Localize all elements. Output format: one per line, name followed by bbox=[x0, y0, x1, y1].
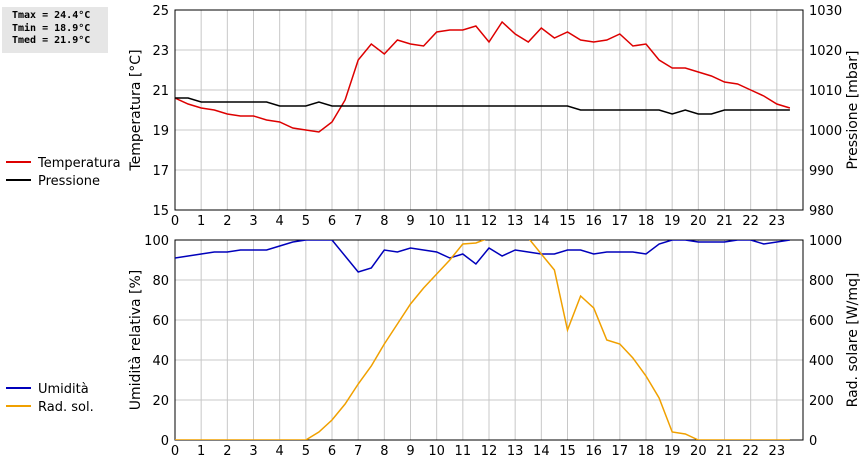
series-line-temperatura bbox=[175, 20, 791, 133]
y-left-tick-label: 0 bbox=[161, 434, 169, 449]
x-tick-label: 16 bbox=[585, 444, 602, 459]
x-tick-label: 7 bbox=[354, 214, 362, 229]
x-tick-label: 14 bbox=[533, 444, 550, 459]
x-tick-label: 5 bbox=[302, 214, 310, 229]
series-line-pressione bbox=[175, 97, 790, 115]
x-tick-label: 1 bbox=[197, 444, 205, 459]
x-tick-label: 14 bbox=[533, 214, 550, 229]
tmax-label: Tmax = 24.4°C bbox=[12, 10, 91, 21]
x-tick-label: 17 bbox=[612, 444, 629, 459]
y-left-tick-label: 21 bbox=[152, 84, 169, 99]
x-tick-label: 10 bbox=[428, 444, 445, 459]
chart-panel-2: 0 1 2 3 4 5 6 7 8 9 10 11 12 13 14 15 16 17 18 19 20 21 22 2302… bbox=[6, 234, 860, 459]
y-right-axis-label: Pressione [mbar] bbox=[845, 50, 860, 169]
legend-label: Umidità bbox=[38, 382, 89, 397]
x-tick-label: 5 bbox=[302, 444, 310, 459]
x-tick-label: 15 bbox=[559, 214, 576, 229]
x-tick-label: 19 bbox=[664, 444, 681, 459]
y-right-tick-label: 1030 bbox=[809, 4, 842, 19]
y-right-tick-label: 400 bbox=[809, 354, 834, 369]
x-tick-label: 9 bbox=[406, 214, 414, 229]
y-left-tick-label: 60 bbox=[152, 314, 169, 329]
x-tick-label: 18 bbox=[638, 444, 655, 459]
y-left-tick-label: 23 bbox=[152, 44, 169, 59]
x-tick-label: 2 bbox=[223, 214, 231, 229]
x-tick-label: 23 bbox=[769, 444, 786, 459]
y-left-tick-label: 19 bbox=[152, 124, 169, 139]
y-right-tick-label: 1000 bbox=[809, 234, 842, 249]
x-tick-label: 4 bbox=[276, 444, 284, 459]
x-tick-label: 23 bbox=[769, 214, 786, 229]
x-tick-label: 20 bbox=[690, 444, 707, 459]
x-tick-label: 13 bbox=[507, 444, 524, 459]
x-tick-label: 9 bbox=[406, 444, 414, 459]
chart-panel-1: 0 1 2 3 4 5 6 7 8 9 10 11 12 13 14 15 16 17 18 19 20 21 22 2315… bbox=[6, 4, 860, 229]
x-tick-label: 11 bbox=[455, 444, 472, 459]
y-left-tick-label: 40 bbox=[152, 354, 169, 369]
y-right-tick-label: 800 bbox=[809, 274, 834, 289]
x-tick-label: 18 bbox=[638, 214, 655, 229]
x-tick-label: 17 bbox=[612, 214, 629, 229]
x-tick-label: 0 bbox=[171, 444, 179, 459]
x-tick-label: 11 bbox=[455, 214, 472, 229]
x-tick-label: 8 bbox=[380, 214, 388, 229]
series-line-umidit bbox=[175, 240, 791, 273]
tmin-label: Tmin = 18.9°C bbox=[12, 22, 91, 34]
x-tick-label: 12 bbox=[481, 214, 498, 229]
stats-box: Tmax = 24.4°C Tmin = 18.9°C Tmed = 21.9°… bbox=[2, 7, 108, 53]
legend-label: Temperatura bbox=[37, 156, 121, 171]
x-tick-label: 6 bbox=[328, 214, 336, 229]
x-tick-label: 13 bbox=[507, 214, 524, 229]
y-right-tick-label: 1000 bbox=[809, 124, 842, 139]
y-right-tick-label: 1010 bbox=[809, 84, 842, 99]
y-left-tick-label: 17 bbox=[152, 164, 169, 179]
x-tick-label: 3 bbox=[249, 444, 257, 459]
y-left-axis-label: Umidità relativa [%] bbox=[128, 270, 144, 411]
y-right-tick-label: 200 bbox=[809, 394, 834, 409]
x-tick-label: 21 bbox=[716, 444, 733, 459]
tmed-label: Tmed = 21.9°C bbox=[12, 35, 91, 47]
x-tick-label: 22 bbox=[742, 444, 759, 459]
y-left-axis-label: Temperatura [°C] bbox=[128, 49, 144, 171]
y-right-tick-label: 990 bbox=[809, 164, 834, 179]
x-tick-label: 20 bbox=[690, 214, 707, 229]
x-tick-label: 16 bbox=[585, 214, 602, 229]
y-left-tick-label: 25 bbox=[152, 4, 169, 19]
x-tick-label: 8 bbox=[380, 444, 388, 459]
x-tick-label: 21 bbox=[716, 214, 733, 229]
y-right-axis-label: Rad. solare [W/mq] bbox=[845, 273, 860, 408]
y-left-tick-label: 80 bbox=[152, 274, 169, 289]
x-tick-label: 7 bbox=[354, 444, 362, 459]
y-right-tick-label: 600 bbox=[809, 314, 834, 329]
y-right-tick-label: 980 bbox=[809, 204, 834, 219]
plot-frame bbox=[174, 9, 804, 211]
x-tick-label: 4 bbox=[276, 214, 284, 229]
x-tick-label: 2 bbox=[223, 444, 231, 459]
x-tick-label: 15 bbox=[559, 444, 576, 459]
x-tick-label: 10 bbox=[428, 214, 445, 229]
legend-label: Pressione bbox=[38, 174, 100, 189]
x-tick-label: 22 bbox=[742, 214, 759, 229]
y-left-tick-label: 20 bbox=[152, 394, 169, 409]
legend-label: Rad. sol. bbox=[38, 400, 94, 415]
y-right-tick-label: 1020 bbox=[809, 44, 842, 59]
y-left-tick-label: 100 bbox=[144, 234, 169, 249]
series-line-rad-sol bbox=[175, 240, 790, 440]
x-tick-label: 3 bbox=[249, 214, 257, 229]
y-left-tick-label: 15 bbox=[152, 204, 169, 219]
y-right-tick-label: 0 bbox=[809, 434, 817, 449]
x-tick-label: 19 bbox=[664, 214, 681, 229]
x-tick-label: 1 bbox=[197, 214, 205, 229]
x-tick-label: 6 bbox=[328, 444, 336, 459]
x-tick-label: 12 bbox=[481, 444, 498, 459]
x-tick-label: 0 bbox=[171, 214, 179, 229]
plot-frame bbox=[174, 239, 804, 441]
